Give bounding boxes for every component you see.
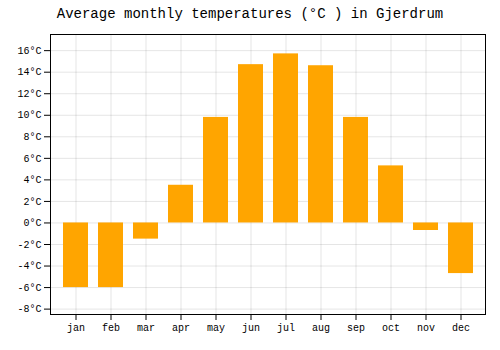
svg-text:jan: jan [67,323,85,334]
svg-text:-8°C: -8°C [17,304,41,315]
svg-text:jul: jul [277,323,295,334]
svg-text:6°C: 6°C [23,154,41,165]
svg-text:8°C: 8°C [23,132,41,143]
svg-text:dec: dec [452,323,470,334]
svg-text:-2°C: -2°C [17,240,41,251]
svg-text:aug: aug [312,323,330,334]
svg-text:may: may [207,323,225,334]
html-text:Average monthly temperatures (: Average monthly temperatures (°C ) in Gj… [56,6,444,22]
svg-text:-6°C: -6°C [17,283,41,294]
svg-text:nov: nov [417,323,435,334]
svg-text:sep: sep [347,323,365,334]
svg-text:feb: feb [102,323,120,334]
svg-text:16°C: 16°C [17,46,41,57]
svg-text:10°C: 10°C [17,110,41,121]
svg-text:oct: oct [382,323,400,334]
svg-text:mar: mar [137,323,155,334]
svg-text:0°C: 0°C [23,218,41,229]
svg-text:12°C: 12°C [17,89,41,100]
svg-text:jun: jun [242,323,260,334]
svg-text:4°C: 4°C [23,175,41,186]
svg-text:2°C: 2°C [23,197,41,208]
svg-text:-4°C: -4°C [17,261,41,272]
svg-text:14°C: 14°C [17,67,41,78]
svg-text:apr: apr [172,323,190,334]
